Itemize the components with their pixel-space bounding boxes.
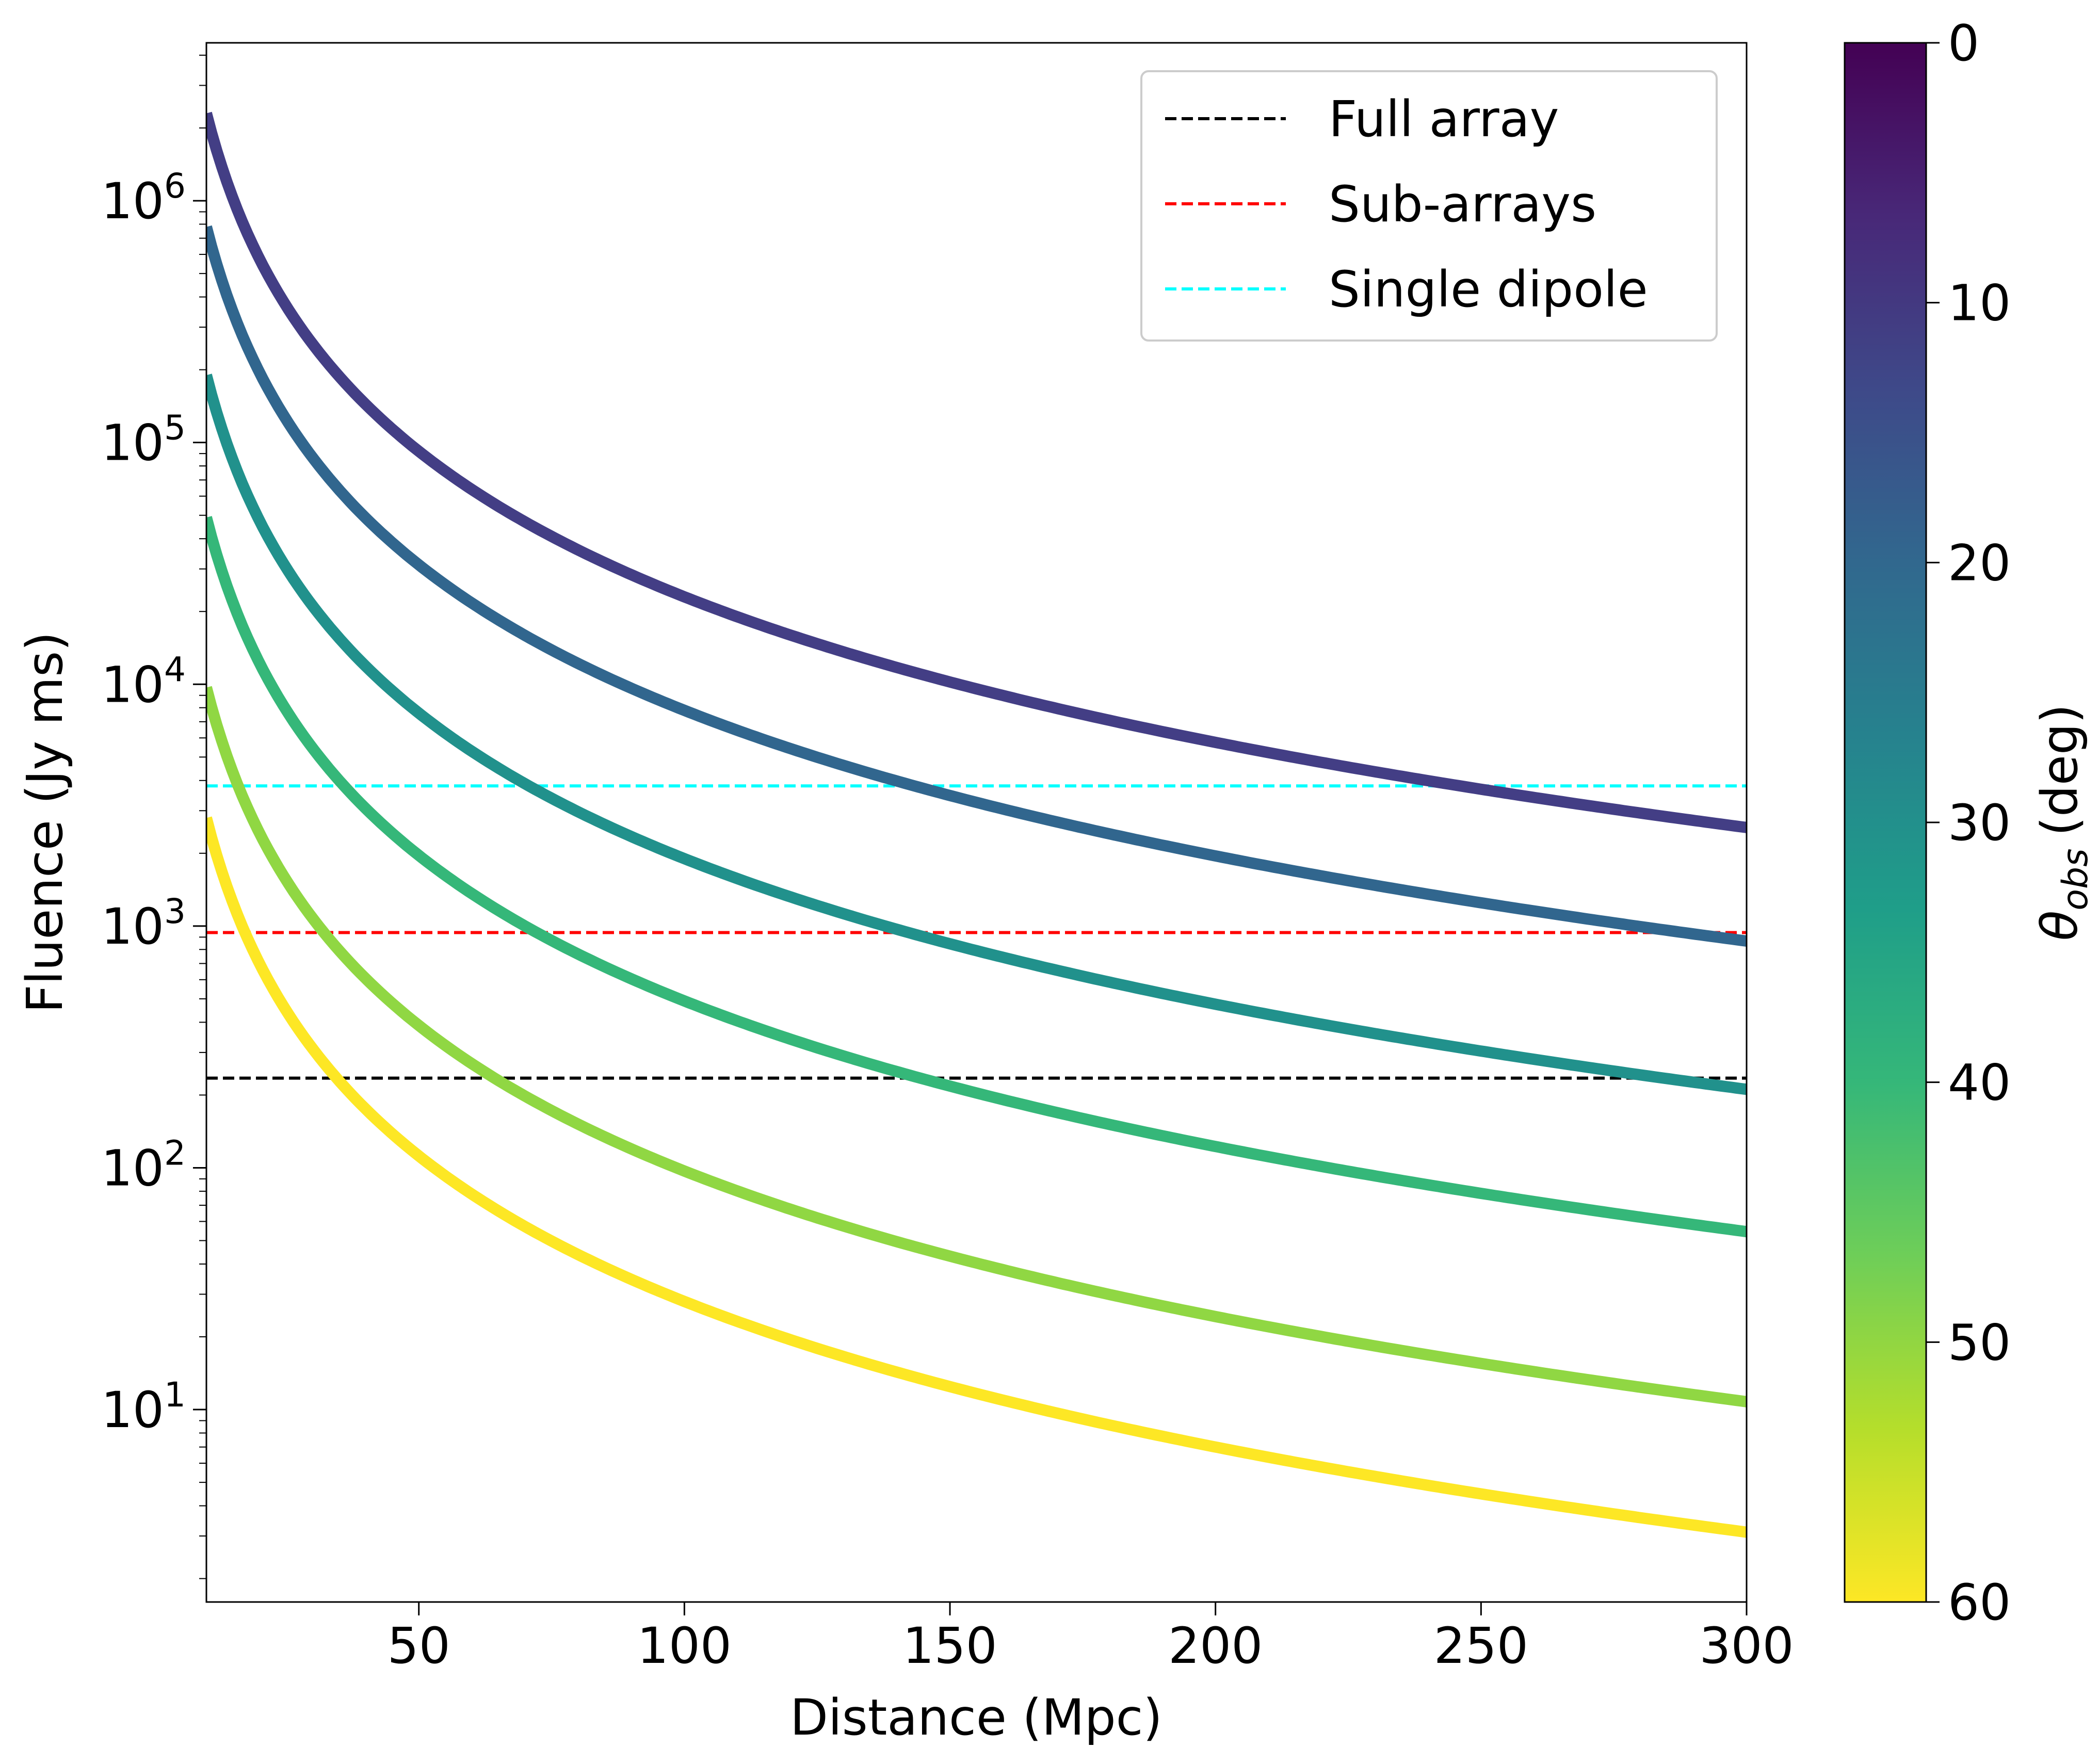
legend-label-sub-arrays: Sub-arrays	[1329, 175, 1596, 233]
series-line-theta-50	[206, 686, 1747, 1407]
y-tick-exponent: 3	[164, 892, 186, 931]
colorbar: 0 10 20 30 40 50 60 θobs (deg)	[1844, 14, 2096, 1631]
y-tick-exponent: 5	[164, 408, 186, 448]
y-tick-label: 105	[101, 408, 186, 472]
y-tick-base: 10	[101, 414, 164, 472]
colorbar-label-sub: obs	[2055, 848, 2096, 910]
plot-frame	[205, 42, 1748, 1603]
y-tick-base: 10	[101, 898, 164, 956]
y-tick-label: 104	[101, 650, 186, 714]
y-tick-exponent: 2	[164, 1133, 186, 1173]
x-axis-ticks: 50 100 150 200 250 300	[387, 1602, 1794, 1675]
colorbar-gradient	[1845, 43, 1926, 1602]
legend-label-single-dipole: Single dipole	[1329, 261, 1648, 318]
colorbar-label-symbol: θ	[2031, 911, 2089, 941]
series-line-theta-40	[206, 516, 1747, 1238]
colorbar-tick-label: 60	[1948, 1574, 2011, 1631]
series-line-theta-10	[206, 111, 1747, 833]
y-tick-label: 101	[101, 1375, 186, 1439]
colorbar-label: θobs (deg)	[2031, 704, 2096, 941]
x-axis-label: Distance (Mpc)	[790, 1689, 1162, 1746]
series-line-theta-60	[206, 816, 1747, 1538]
y-tick-base: 10	[101, 1381, 164, 1439]
data-series	[206, 111, 1747, 1538]
colorbar-tick-label: 40	[1948, 1054, 2011, 1112]
series-line-theta-30	[206, 374, 1747, 1095]
y-tick-label: 103	[101, 892, 186, 956]
threshold-lines	[206, 784, 1747, 1080]
y-tick-exponent: 4	[164, 650, 186, 689]
x-tick-label: 100	[637, 1617, 732, 1675]
x-tick-label: 300	[1699, 1617, 1794, 1675]
colorbar-label-unit: (deg)	[2031, 704, 2089, 836]
y-tick-base: 10	[101, 172, 164, 230]
y-tick-label: 102	[101, 1133, 186, 1197]
legend-box	[1140, 70, 1718, 342]
legend-label-full-array: Full array	[1329, 90, 1559, 148]
colorbar-tick-label: 10	[1948, 274, 2011, 332]
colorbar-tick-label: 30	[1948, 794, 2011, 852]
y-tick-exponent: 1	[164, 1375, 186, 1415]
colorbar-tick-label: 50	[1948, 1314, 2011, 1371]
y-tick-label: 106	[101, 166, 186, 230]
x-tick-label: 150	[902, 1617, 997, 1675]
x-tick-label: 250	[1434, 1617, 1528, 1675]
y-tick-base: 10	[101, 1139, 164, 1197]
legend: Full array Sub-arrays Single dipole	[1140, 70, 1718, 342]
series-line-theta-20	[206, 225, 1747, 947]
y-axis-label: Fluence (Jy ms)	[16, 632, 74, 1013]
colorbar-tick-label: 0	[1948, 14, 1979, 72]
x-tick-label: 200	[1168, 1617, 1263, 1675]
y-tick-base: 10	[101, 656, 164, 714]
y-tick-exponent: 6	[164, 166, 186, 206]
x-tick-label: 50	[387, 1617, 450, 1675]
colorbar-tick-label: 20	[1948, 534, 2011, 592]
